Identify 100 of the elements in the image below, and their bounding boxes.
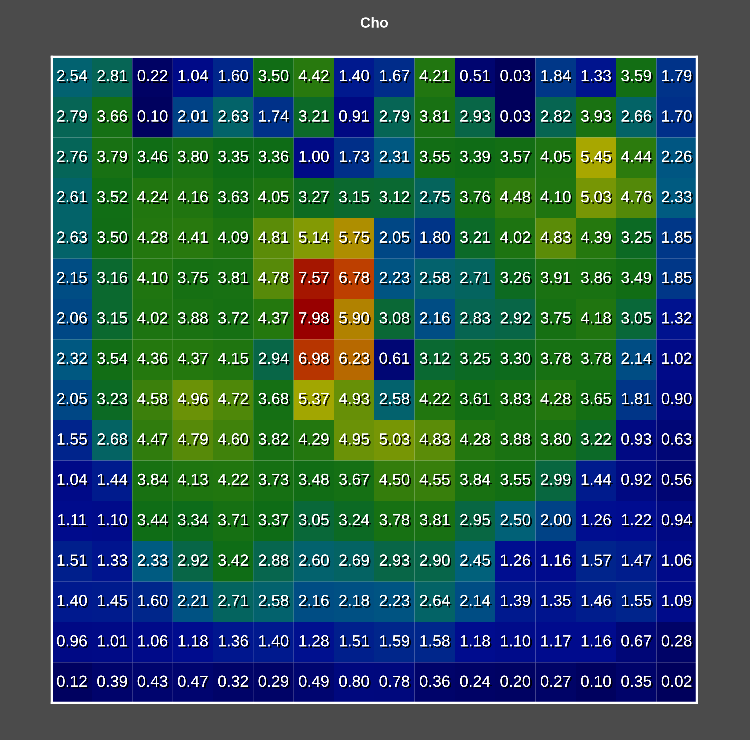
data-label: 3.55 (500, 474, 532, 487)
data-label: 0.91 (339, 110, 371, 124)
data-label: 2.33 (662, 191, 694, 204)
data-label: 3.15 (339, 191, 371, 204)
data-label: 7.57 (299, 272, 330, 286)
data-label: 3.21 (460, 232, 492, 245)
data-label: 1.28 (300, 635, 331, 648)
data-label: 2.58 (420, 272, 452, 286)
data-label: 0.10 (581, 676, 613, 689)
data-label: 5.14 (299, 232, 331, 245)
data-label: 5.03 (380, 434, 412, 447)
data-label: 1.06 (138, 635, 170, 648)
data-label: 0.35 (622, 676, 654, 689)
data-label: 1.80 (420, 232, 452, 245)
data-label: 4.95 (339, 434, 371, 447)
data-label: 6.78 (340, 272, 371, 286)
data-label: 1.85 (662, 232, 694, 245)
data-label: 2.83 (460, 312, 492, 326)
data-label: 0.36 (420, 676, 452, 689)
data-label: 0.03 (500, 110, 532, 124)
data-label: 4.55 (420, 474, 452, 487)
data-label: 7.98 (299, 312, 331, 326)
data-label: 4.10 (138, 272, 170, 286)
data-label: 2.63 (218, 110, 250, 124)
data-label: 0.20 (500, 676, 532, 689)
data-label: 2.32 (57, 352, 89, 366)
data-label: 3.80 (540, 434, 572, 447)
data-label: 3.72 (218, 312, 250, 326)
data-label: 1.40 (340, 70, 371, 84)
data-label: 4.36 (138, 352, 170, 366)
data-label: 5.75 (339, 232, 371, 245)
data-label: 4.50 (379, 474, 412, 487)
data-label: 0.24 (460, 676, 492, 689)
data-label: 0.43 (138, 676, 170, 689)
data-label: 0.51 (460, 70, 492, 84)
data-label: 1.79 (662, 70, 694, 84)
data-label: 0.22 (138, 70, 170, 84)
data-label: 2.54 (57, 70, 89, 84)
data-label: 2.58 (258, 595, 290, 608)
data-label: 2.64 (420, 595, 452, 608)
data-label: 3.42 (218, 554, 250, 568)
data-label: 3.66 (98, 110, 129, 124)
data-label: 1.33 (98, 554, 129, 568)
data-label: 2.18 (340, 595, 371, 608)
data-label: 4.28 (540, 393, 572, 406)
data-label: 4.76 (621, 191, 654, 204)
data-label: 1.85 (662, 272, 694, 286)
data-label: 3.68 (258, 393, 290, 406)
data-label: 4.72 (218, 393, 250, 406)
data-label: 2.58 (380, 393, 412, 406)
data-label: 6.98 (299, 352, 331, 366)
data-label: 2.92 (500, 312, 532, 326)
data-label: 3.84 (138, 474, 170, 487)
data-label: 1.81 (622, 393, 653, 406)
data-label: 1.40 (58, 595, 89, 608)
data-label: 1.09 (662, 595, 694, 608)
data-label: 0.92 (622, 474, 653, 487)
data-label: 4.05 (258, 191, 290, 204)
data-label: 3.15 (98, 312, 130, 326)
data-label: 2.23 (380, 272, 412, 286)
data-label: 0.39 (98, 676, 129, 689)
data-label: 2.33 (138, 554, 170, 568)
data-label: 0.47 (178, 676, 210, 689)
data-label: 3.27 (299, 191, 330, 204)
data-label: 6.23 (340, 352, 371, 366)
data-label: 4.15 (218, 352, 250, 366)
data-label: 4.28 (138, 232, 170, 245)
data-label: 1.45 (98, 595, 130, 608)
data-label: 0.12 (57, 676, 89, 689)
data-label: 2.90 (420, 554, 452, 568)
data-label: 1.51 (58, 554, 89, 568)
data-label: 1.58 (420, 635, 452, 648)
data-label: 2.45 (460, 554, 492, 568)
data-label: 4.79 (178, 434, 210, 447)
data-label: 2.26 (662, 150, 694, 164)
data-label: 3.25 (622, 232, 654, 245)
data-label: 2.93 (460, 110, 492, 124)
data-label: 4.93 (339, 393, 371, 406)
data-label: 3.50 (98, 232, 130, 245)
data-label: 3.76 (460, 191, 492, 204)
data-label: 1.46 (582, 595, 613, 608)
data-label: 3.12 (380, 191, 412, 204)
data-label: 1.04 (58, 474, 89, 487)
data-label: 3.35 (218, 150, 250, 164)
data-label: 3.36 (258, 150, 290, 164)
data-label: 3.26 (500, 272, 532, 286)
data-label: 2.15 (57, 272, 89, 286)
data-label: 1.26 (501, 554, 532, 568)
data-label: 2.06 (57, 312, 89, 326)
data-label: 4.13 (178, 474, 210, 487)
data-label: 1.22 (622, 514, 653, 528)
data-label: 0.80 (339, 676, 371, 689)
data-label: 2.21 (178, 595, 210, 608)
data-label: 3.23 (98, 393, 129, 406)
data-label: 3.78 (581, 352, 613, 366)
data-label: 3.71 (218, 514, 250, 528)
data-label: 1.11 (58, 514, 88, 528)
data-label: 3.65 (581, 393, 613, 406)
data-label: 1.17 (542, 636, 572, 648)
data-label: 2.01 (178, 110, 210, 124)
